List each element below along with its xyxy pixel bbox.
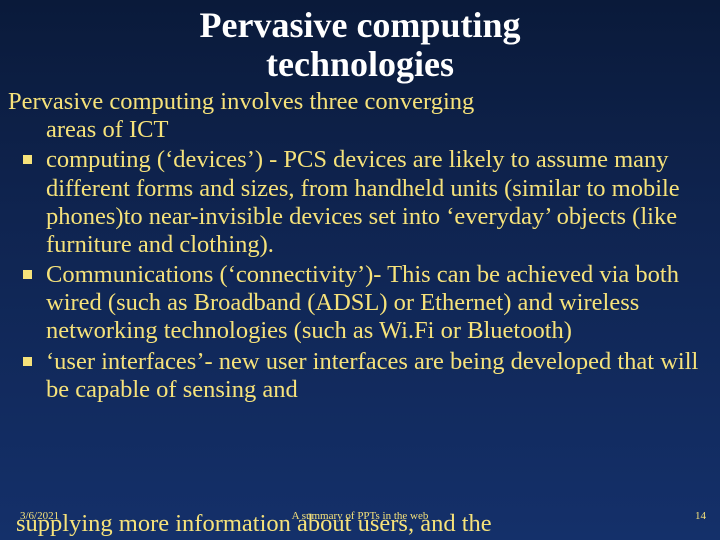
bullet-marker-icon (8, 261, 46, 279)
bullet-text: Communications (‘connectivity’)- This ca… (46, 261, 710, 346)
bullet-item: computing (‘devices’) - PCS devices are … (8, 146, 710, 259)
bullet-marker-icon (8, 348, 46, 366)
title-line-1: Pervasive computing (0, 6, 720, 45)
bullet-marker-icon (8, 146, 46, 164)
bullet-text: computing (‘devices’) - PCS devices are … (46, 146, 710, 259)
slide-title: Pervasive computing technologies (0, 0, 720, 84)
slide: Pervasive computing technologies Pervasi… (0, 0, 720, 540)
footer-page-number: 14 (695, 510, 706, 522)
bullet-list: computing (‘devices’) - PCS devices are … (8, 146, 710, 404)
bullet-item: ‘user interfaces’- new user interfaces a… (8, 348, 710, 404)
intro-line-1: Pervasive computing involves three conve… (8, 88, 710, 116)
bullet-item: Communications (‘connectivity’)- This ca… (8, 261, 710, 346)
footer-center: A summary of PPTs in the web (0, 510, 720, 522)
slide-body: Pervasive computing involves three conve… (8, 88, 710, 406)
intro-line-2: areas of ICT (46, 116, 710, 144)
intro-text: Pervasive computing involves three conve… (8, 88, 710, 144)
title-line-2: technologies (0, 45, 720, 84)
bullet-text: ‘user interfaces’- new user interfaces a… (46, 348, 710, 404)
